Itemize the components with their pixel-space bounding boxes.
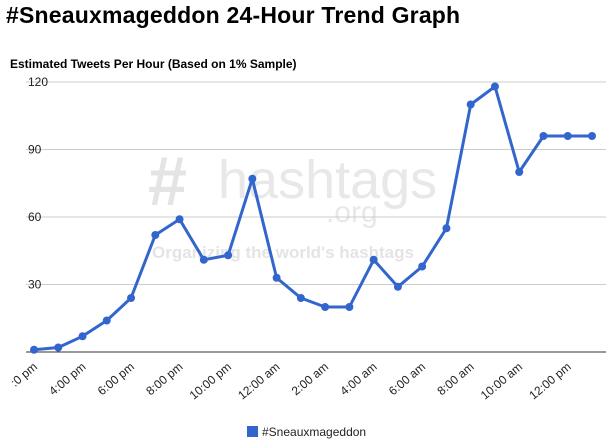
data-point[interactable] bbox=[393, 282, 402, 291]
data-point[interactable] bbox=[442, 224, 451, 233]
x-axis-ticks: :0 pm 4:00 pm 6:00 pm 8:00 pm 10:00 pm 12:00 … bbox=[8, 360, 574, 403]
data-point[interactable] bbox=[418, 262, 427, 271]
data-point[interactable] bbox=[54, 343, 63, 352]
y-tick-label: 120 bbox=[28, 75, 48, 89]
x-tick-label: 12:00 pm bbox=[526, 360, 573, 403]
data-point[interactable] bbox=[490, 82, 499, 91]
watermark: # hashtags .org Organizing the world's h… bbox=[148, 142, 437, 262]
x-tick-label: 4:00 pm bbox=[46, 360, 88, 399]
y-tick-label: 90 bbox=[28, 143, 42, 157]
chart-subtitle: Estimated Tweets Per Hour (Based on 1% S… bbox=[10, 57, 297, 71]
data-point[interactable] bbox=[588, 132, 596, 140]
grid-lines bbox=[26, 81, 606, 285]
data-point[interactable] bbox=[272, 273, 281, 282]
data-point[interactable] bbox=[515, 168, 524, 176]
legend-swatch bbox=[247, 426, 258, 437]
data-point[interactable] bbox=[563, 132, 572, 140]
data-point[interactable] bbox=[369, 255, 378, 264]
data-point[interactable] bbox=[539, 132, 548, 140]
x-tick-label: 2:00 am bbox=[289, 360, 331, 399]
data-point[interactable] bbox=[30, 345, 38, 354]
watermark-org: .org bbox=[326, 196, 378, 229]
x-tick-label: 6:00 pm bbox=[95, 360, 137, 399]
x-tick-label: 10:00 pm bbox=[187, 360, 234, 403]
data-point[interactable] bbox=[345, 303, 354, 311]
legend-label: #Sneauxmageddon bbox=[262, 425, 366, 439]
data-point[interactable] bbox=[78, 332, 87, 341]
y-axis-ticks: 30 60 90 120 bbox=[28, 75, 48, 292]
x-tick-label: 10:00 am bbox=[478, 360, 525, 403]
series-line bbox=[33, 85, 592, 352]
data-point[interactable] bbox=[321, 303, 330, 311]
x-tick-label: 4:00 am bbox=[337, 360, 379, 399]
data-point[interactable] bbox=[466, 100, 475, 109]
data-point[interactable] bbox=[175, 215, 184, 224]
legend[interactable]: #Sneauxmageddon bbox=[247, 425, 366, 439]
data-point[interactable] bbox=[296, 294, 305, 302]
data-point[interactable] bbox=[127, 294, 136, 302]
data-point[interactable] bbox=[151, 231, 160, 239]
page-title: #Sneauxmageddon 24-Hour Trend Graph bbox=[6, 2, 461, 28]
data-point[interactable] bbox=[102, 316, 111, 325]
x-tick-label: :0 pm bbox=[8, 360, 40, 390]
x-tick-label: 8:00 pm bbox=[143, 360, 185, 399]
data-point[interactable] bbox=[199, 255, 208, 264]
data-point[interactable] bbox=[224, 251, 233, 260]
x-tick-label: 8:00 am bbox=[434, 360, 476, 399]
series-points bbox=[30, 82, 596, 354]
y-tick-label: 60 bbox=[28, 210, 42, 224]
y-tick-label: 30 bbox=[28, 278, 42, 292]
x-tick-label: 12:00 am bbox=[235, 360, 282, 403]
watermark-hash: # bbox=[148, 142, 187, 220]
data-point[interactable] bbox=[248, 174, 257, 183]
x-tick-label: 6:00 am bbox=[386, 360, 428, 399]
